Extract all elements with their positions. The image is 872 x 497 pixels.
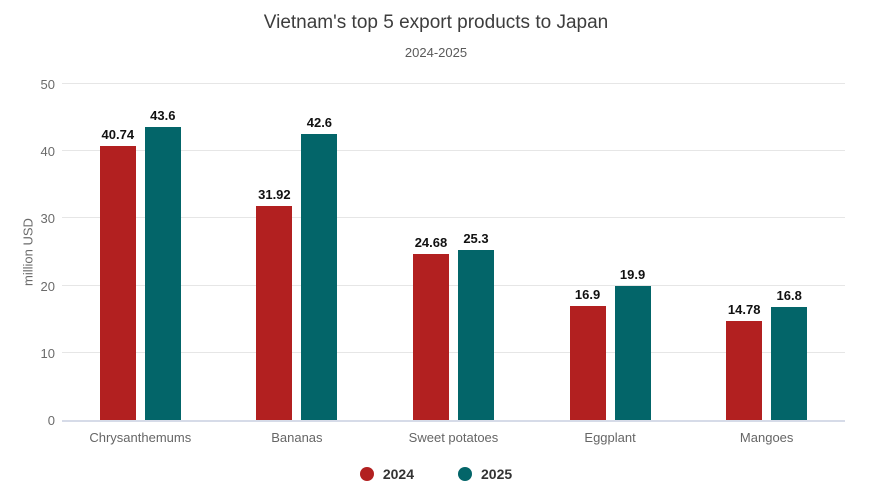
bar-2024: 40.74	[99, 84, 136, 420]
gridline	[62, 284, 845, 286]
legend-label: 2025	[481, 466, 513, 482]
bar-2024: 24.68	[412, 84, 449, 420]
bar-group-0: 40.74 43.6	[62, 84, 219, 420]
bar-2025: 43.6	[144, 84, 181, 420]
bar-value-label: 19.9	[619, 267, 646, 283]
category-label: Mangoes	[739, 430, 794, 445]
bar-group-1: 31.92 42.6	[219, 84, 376, 420]
y-tick-label: 50	[40, 77, 55, 92]
bar-group-2: 24.68 25.3	[375, 84, 532, 420]
category-label: Chrysanthemums	[89, 430, 192, 445]
bar-2024: 31.92	[256, 84, 293, 420]
bar	[412, 254, 449, 420]
chart-title: Vietnam's top 5 export products to Japan	[263, 12, 609, 33]
bar-group-3: 16.9 19.9	[532, 84, 689, 420]
legend-label: 2024	[382, 466, 414, 482]
y-tick-label: 10	[40, 345, 55, 361]
bar	[457, 249, 494, 420]
bar-value-label: 31.92	[258, 186, 291, 202]
bar-value-label: 14.78	[727, 301, 761, 317]
category-label: Eggplant	[584, 430, 636, 445]
bar-value-label: 40.74	[101, 127, 135, 143]
bar-value-label: 16.9	[574, 287, 601, 303]
bar	[771, 307, 808, 420]
bar	[144, 127, 181, 420]
legend-item-2024: 2024	[359, 466, 414, 482]
bar-2024: 16.9	[569, 84, 606, 420]
y-tick-label: 30	[40, 211, 55, 227]
category-label: Sweet potatoes	[408, 430, 499, 445]
bar	[301, 133, 338, 420]
bar-value-label: 43.6	[150, 108, 176, 124]
gridline	[62, 351, 845, 353]
bar	[569, 306, 606, 420]
x-axis-labels: Chrysanthemums Bananas Sweet potatoes Eggpl…	[62, 430, 845, 445]
bar	[256, 205, 293, 420]
gridline	[62, 83, 845, 84]
y-axis-ticks: 0 10 20 30 40 50	[0, 77, 55, 428]
legend-dot	[359, 467, 374, 481]
plot-area: 40.74 43.6 31.92 42.6 24.68 25.3 16.9 19.9 14.78…	[62, 83, 845, 422]
chart-subtitle: 2024-2025	[404, 45, 468, 60]
bar	[99, 146, 136, 420]
y-tick-label: 20	[40, 278, 55, 294]
gridline	[62, 150, 845, 152]
bar-2025: 16.8	[771, 84, 808, 420]
bar	[614, 286, 651, 420]
bar-value-label: 24.68	[414, 235, 448, 251]
bar-group-4: 14.78 16.8	[688, 84, 845, 420]
y-tick-label: 0	[47, 413, 55, 428]
bar-2024: 14.78	[726, 84, 763, 420]
bar-value-label: 42.6	[306, 114, 333, 130]
bar-2025: 19.9	[614, 84, 651, 420]
bar-value-label: 25.3	[463, 230, 489, 246]
legend-dot	[458, 467, 472, 481]
category-label: Bananas	[271, 430, 323, 445]
bar-2025: 42.6	[301, 84, 338, 420]
gridline	[62, 217, 845, 219]
bar	[726, 320, 763, 420]
bar-value-label: 16.8	[776, 288, 802, 304]
legend-item-2025: 2025	[458, 466, 512, 482]
bar-2025: 25.3	[457, 84, 494, 420]
y-tick-label: 40	[40, 144, 55, 160]
legend: 2024 2025	[0, 466, 872, 482]
